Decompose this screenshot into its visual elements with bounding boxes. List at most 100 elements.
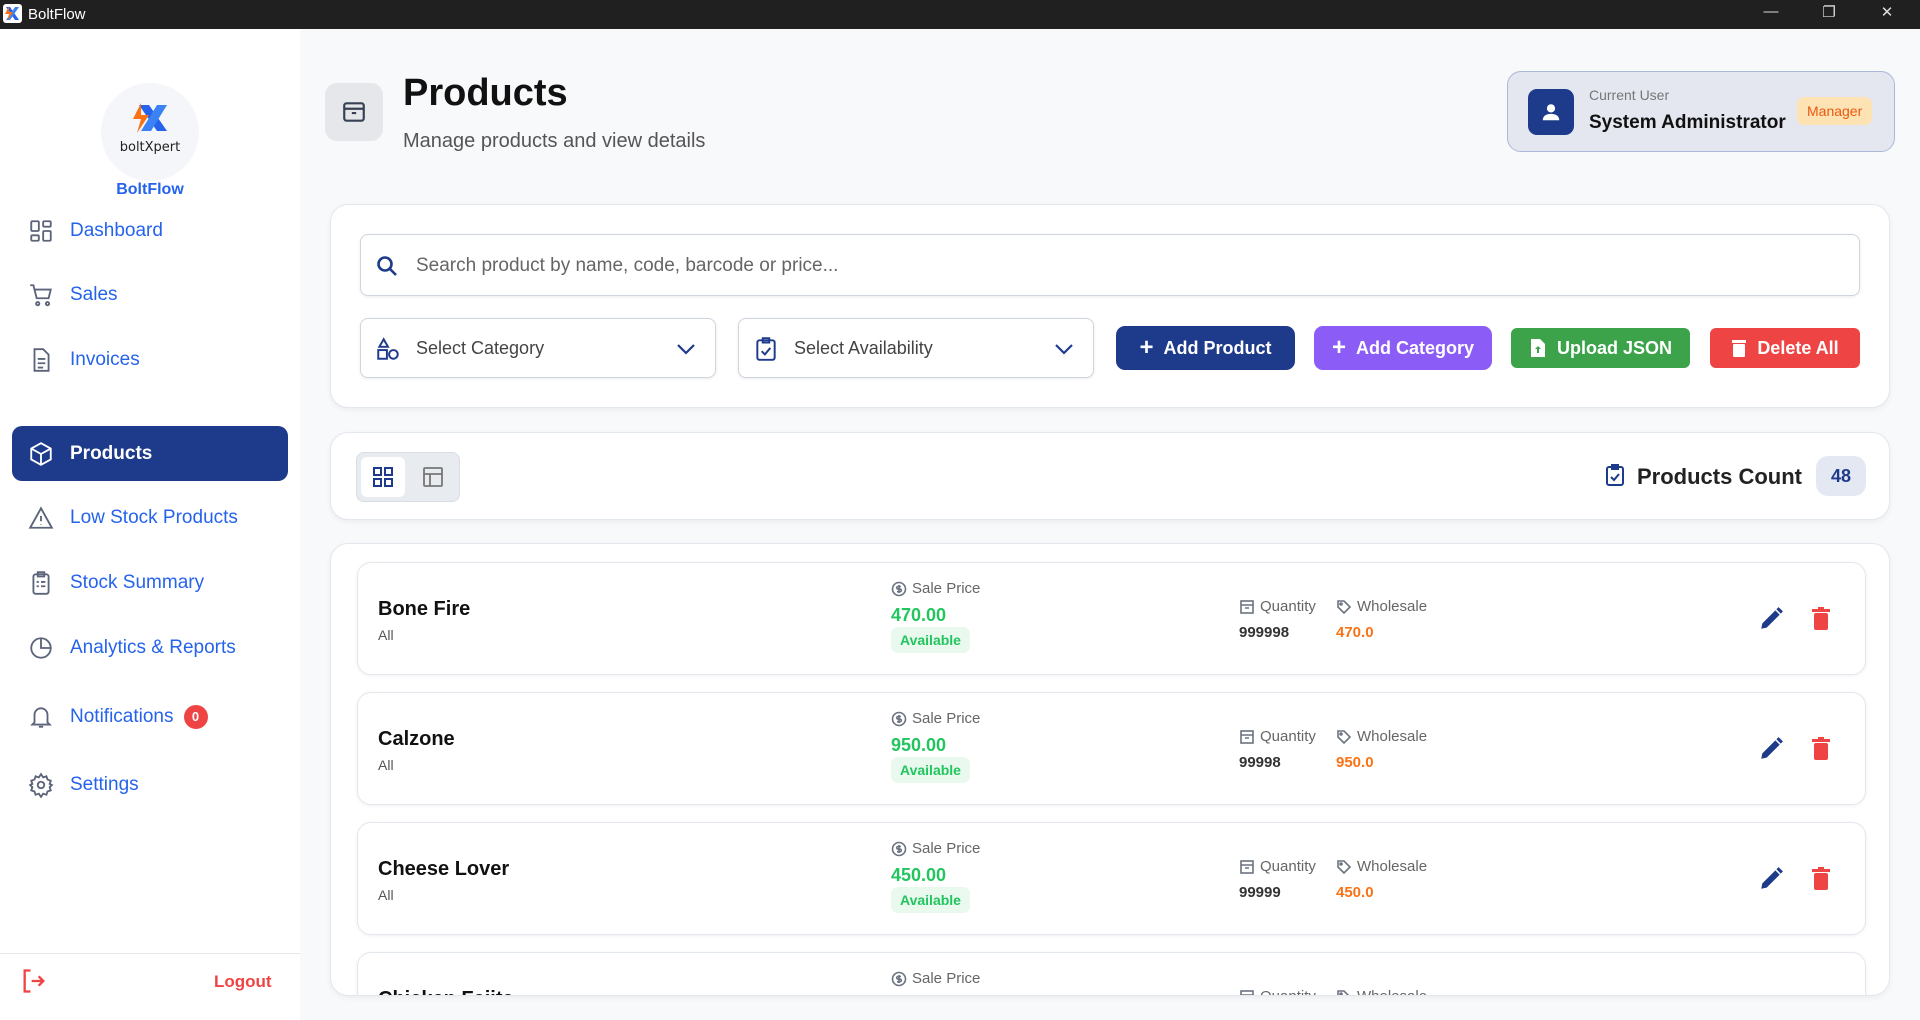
sidebar-item-label: Analytics & Reports bbox=[70, 636, 236, 658]
logout-icon[interactable] bbox=[20, 967, 48, 1000]
page-title: Products bbox=[403, 72, 568, 114]
archive-icon bbox=[1240, 599, 1254, 614]
grid-icon bbox=[373, 467, 393, 487]
sidebar-item-analytics[interactable]: Analytics & Reports bbox=[12, 620, 288, 675]
cube-icon bbox=[30, 441, 52, 466]
delete-icon[interactable] bbox=[1811, 607, 1831, 631]
delete-all-button[interactable]: Delete All bbox=[1710, 328, 1860, 368]
delete-icon[interactable] bbox=[1811, 867, 1831, 891]
product-name: Cheese Lover bbox=[378, 858, 510, 880]
logout-button[interactable]: Logout bbox=[214, 972, 272, 991]
sale-price-label: Sale Price bbox=[891, 580, 980, 597]
close-button[interactable]: ✕ bbox=[1880, 4, 1894, 21]
wholesale-label: Wholesale bbox=[1336, 988, 1427, 995]
sidebar-item-label: Low Stock Products bbox=[70, 506, 238, 528]
search-icon bbox=[377, 256, 397, 276]
count-bar: Products Count 48 bbox=[330, 432, 1890, 520]
product-card[interactable]: Cheese Lover All Sale Price 450.00 Avail… bbox=[357, 822, 1866, 935]
availability-badge: Available bbox=[891, 757, 970, 783]
sidebar-item-stock-summary[interactable]: Stock Summary bbox=[12, 555, 288, 610]
sidebar-item-label: Stock Summary bbox=[70, 571, 205, 593]
dashboard-icon bbox=[30, 219, 52, 242]
product-name: Bone Fire bbox=[378, 598, 471, 620]
sidebar-item-label: Invoices bbox=[70, 348, 140, 370]
table-icon bbox=[423, 467, 443, 487]
trash-icon bbox=[1732, 340, 1747, 357]
current-user-label: Current User bbox=[1589, 87, 1670, 103]
archive-icon bbox=[325, 83, 383, 141]
svg-text:boltXpert: boltXpert bbox=[120, 140, 181, 155]
edit-icon[interactable] bbox=[1758, 606, 1784, 632]
chevron-down-icon bbox=[1055, 344, 1073, 355]
brand-name: BoltFlow bbox=[116, 181, 184, 198]
sidebar-item-label: Settings bbox=[70, 773, 139, 795]
archive-icon bbox=[1240, 729, 1254, 744]
product-card[interactable]: Bone Fire All Sale Price 470.00 Availabl… bbox=[357, 562, 1866, 675]
dollar-circle-icon bbox=[891, 711, 907, 726]
tag-icon bbox=[1337, 729, 1352, 744]
gear-icon bbox=[28, 772, 54, 798]
wholesale-label: Wholesale bbox=[1336, 858, 1427, 875]
current-user-name: System Administrator bbox=[1589, 112, 1786, 133]
product-name: Calzone bbox=[378, 728, 455, 750]
sidebar-item-notifications[interactable]: Notifications 0 bbox=[12, 689, 288, 744]
document-icon bbox=[33, 347, 50, 372]
sidebar-item-label: Sales bbox=[70, 283, 118, 305]
product-category: All bbox=[378, 887, 394, 903]
products-count-badge: 48 bbox=[1816, 456, 1866, 496]
chevron-down-icon bbox=[677, 344, 695, 355]
quantity-label: Quantity bbox=[1239, 988, 1316, 995]
sidebar-item-invoices[interactable]: Invoices bbox=[12, 332, 288, 387]
quantity-label: Quantity bbox=[1239, 728, 1316, 745]
wholesale-label: Wholesale bbox=[1336, 728, 1427, 745]
grid-view-button[interactable] bbox=[361, 457, 405, 497]
quantity-value: 99998 bbox=[1239, 754, 1281, 771]
clipboard-icon bbox=[32, 570, 50, 595]
view-toggle bbox=[356, 452, 460, 502]
clipboard-check-icon bbox=[756, 337, 776, 361]
availability-select[interactable]: Select Availability bbox=[738, 318, 1094, 378]
warning-icon bbox=[28, 505, 54, 529]
edit-icon[interactable] bbox=[1758, 736, 1784, 762]
edit-icon[interactable] bbox=[1758, 866, 1784, 892]
upload-json-button[interactable]: Upload JSON bbox=[1511, 328, 1690, 368]
add-product-button[interactable]: + Add Product bbox=[1116, 326, 1295, 370]
minimize-button[interactable]: — bbox=[1763, 3, 1779, 20]
availability-select-value: Select Availability bbox=[794, 338, 933, 358]
sidebar-item-sales[interactable]: Sales bbox=[12, 267, 288, 322]
wholesale-value: 950.0 bbox=[1336, 754, 1374, 771]
archive-icon bbox=[1240, 859, 1254, 874]
sidebar-divider bbox=[0, 953, 300, 954]
quantity-value: 999998 bbox=[1239, 624, 1290, 641]
role-badge: Manager bbox=[1797, 97, 1873, 125]
products-count-label: Products Count bbox=[1637, 464, 1802, 489]
plus-icon: + bbox=[1331, 334, 1346, 361]
wholesale-value: 450.0 bbox=[1336, 884, 1374, 901]
delete-icon[interactable] bbox=[1811, 737, 1831, 761]
product-card[interactable]: Calzone All Sale Price 950.00 Available … bbox=[357, 692, 1866, 805]
upload-json-label: Upload JSON bbox=[1556, 337, 1672, 358]
cart-icon bbox=[30, 283, 52, 306]
wholesale-value: 470.0 bbox=[1336, 624, 1374, 641]
tag-icon bbox=[1337, 989, 1350, 995]
sidebar-item-settings[interactable]: Settings bbox=[12, 757, 288, 812]
table-view-button[interactable] bbox=[411, 457, 455, 497]
clipboard-check-icon bbox=[1606, 464, 1624, 486]
sale-price: 950.00 bbox=[891, 735, 947, 755]
add-category-button[interactable]: + Add Category bbox=[1314, 326, 1492, 370]
tag-icon bbox=[1337, 599, 1352, 614]
archive-icon bbox=[1240, 989, 1254, 995]
quantity-label: Quantity bbox=[1239, 858, 1316, 875]
title-bar: BoltFlow — ❐ ✕ bbox=[0, 0, 1920, 29]
product-card[interactable]: Chicken Fajita All Sale Price Quantity W… bbox=[357, 952, 1866, 995]
sidebar-item-low-stock[interactable]: Low Stock Products bbox=[12, 490, 288, 545]
sidebar-item-products[interactable]: Products bbox=[12, 426, 288, 481]
search-input[interactable]: Search product by name, code, barcode or… bbox=[360, 234, 1860, 296]
category-select[interactable]: Select Category bbox=[360, 318, 716, 378]
restore-button[interactable]: ❐ bbox=[1822, 4, 1836, 21]
product-category: All bbox=[378, 627, 394, 643]
availability-badge: Available bbox=[891, 887, 970, 913]
sidebar-item-dashboard[interactable]: Dashboard bbox=[12, 203, 288, 258]
sidebar-item-label: Products bbox=[70, 442, 153, 464]
logo: boltXpert bbox=[101, 83, 199, 181]
